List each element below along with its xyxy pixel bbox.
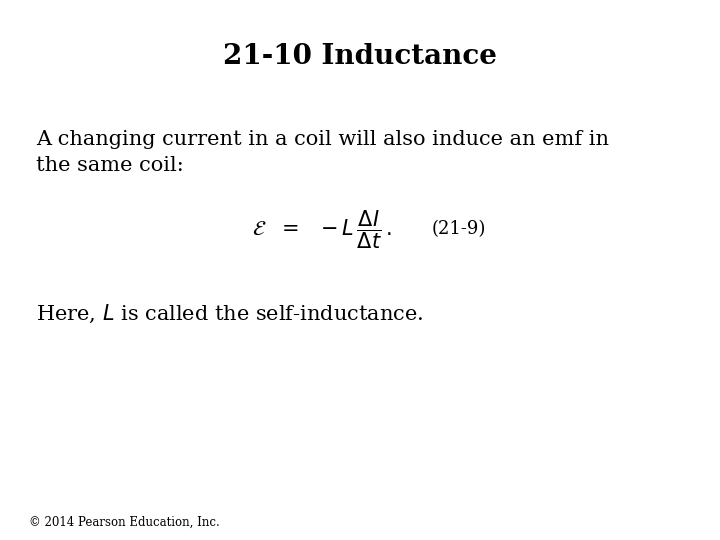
- Text: Here, $L$ is called the self-inductance.: Here, $L$ is called the self-inductance.: [36, 302, 423, 325]
- Text: $\mathcal{E}\ \ =\ \ -L\,\dfrac{\Delta I}{\Delta t}\,.$: $\mathcal{E}\ \ =\ \ -L\,\dfrac{\Delta I…: [252, 208, 392, 251]
- Text: © 2014 Pearson Education, Inc.: © 2014 Pearson Education, Inc.: [29, 516, 220, 529]
- Text: A changing current in a coil will also induce an emf in
the same coil:: A changing current in a coil will also i…: [36, 130, 609, 175]
- Text: 21-10 Inductance: 21-10 Inductance: [223, 43, 497, 70]
- Text: (21-9): (21-9): [432, 220, 487, 239]
